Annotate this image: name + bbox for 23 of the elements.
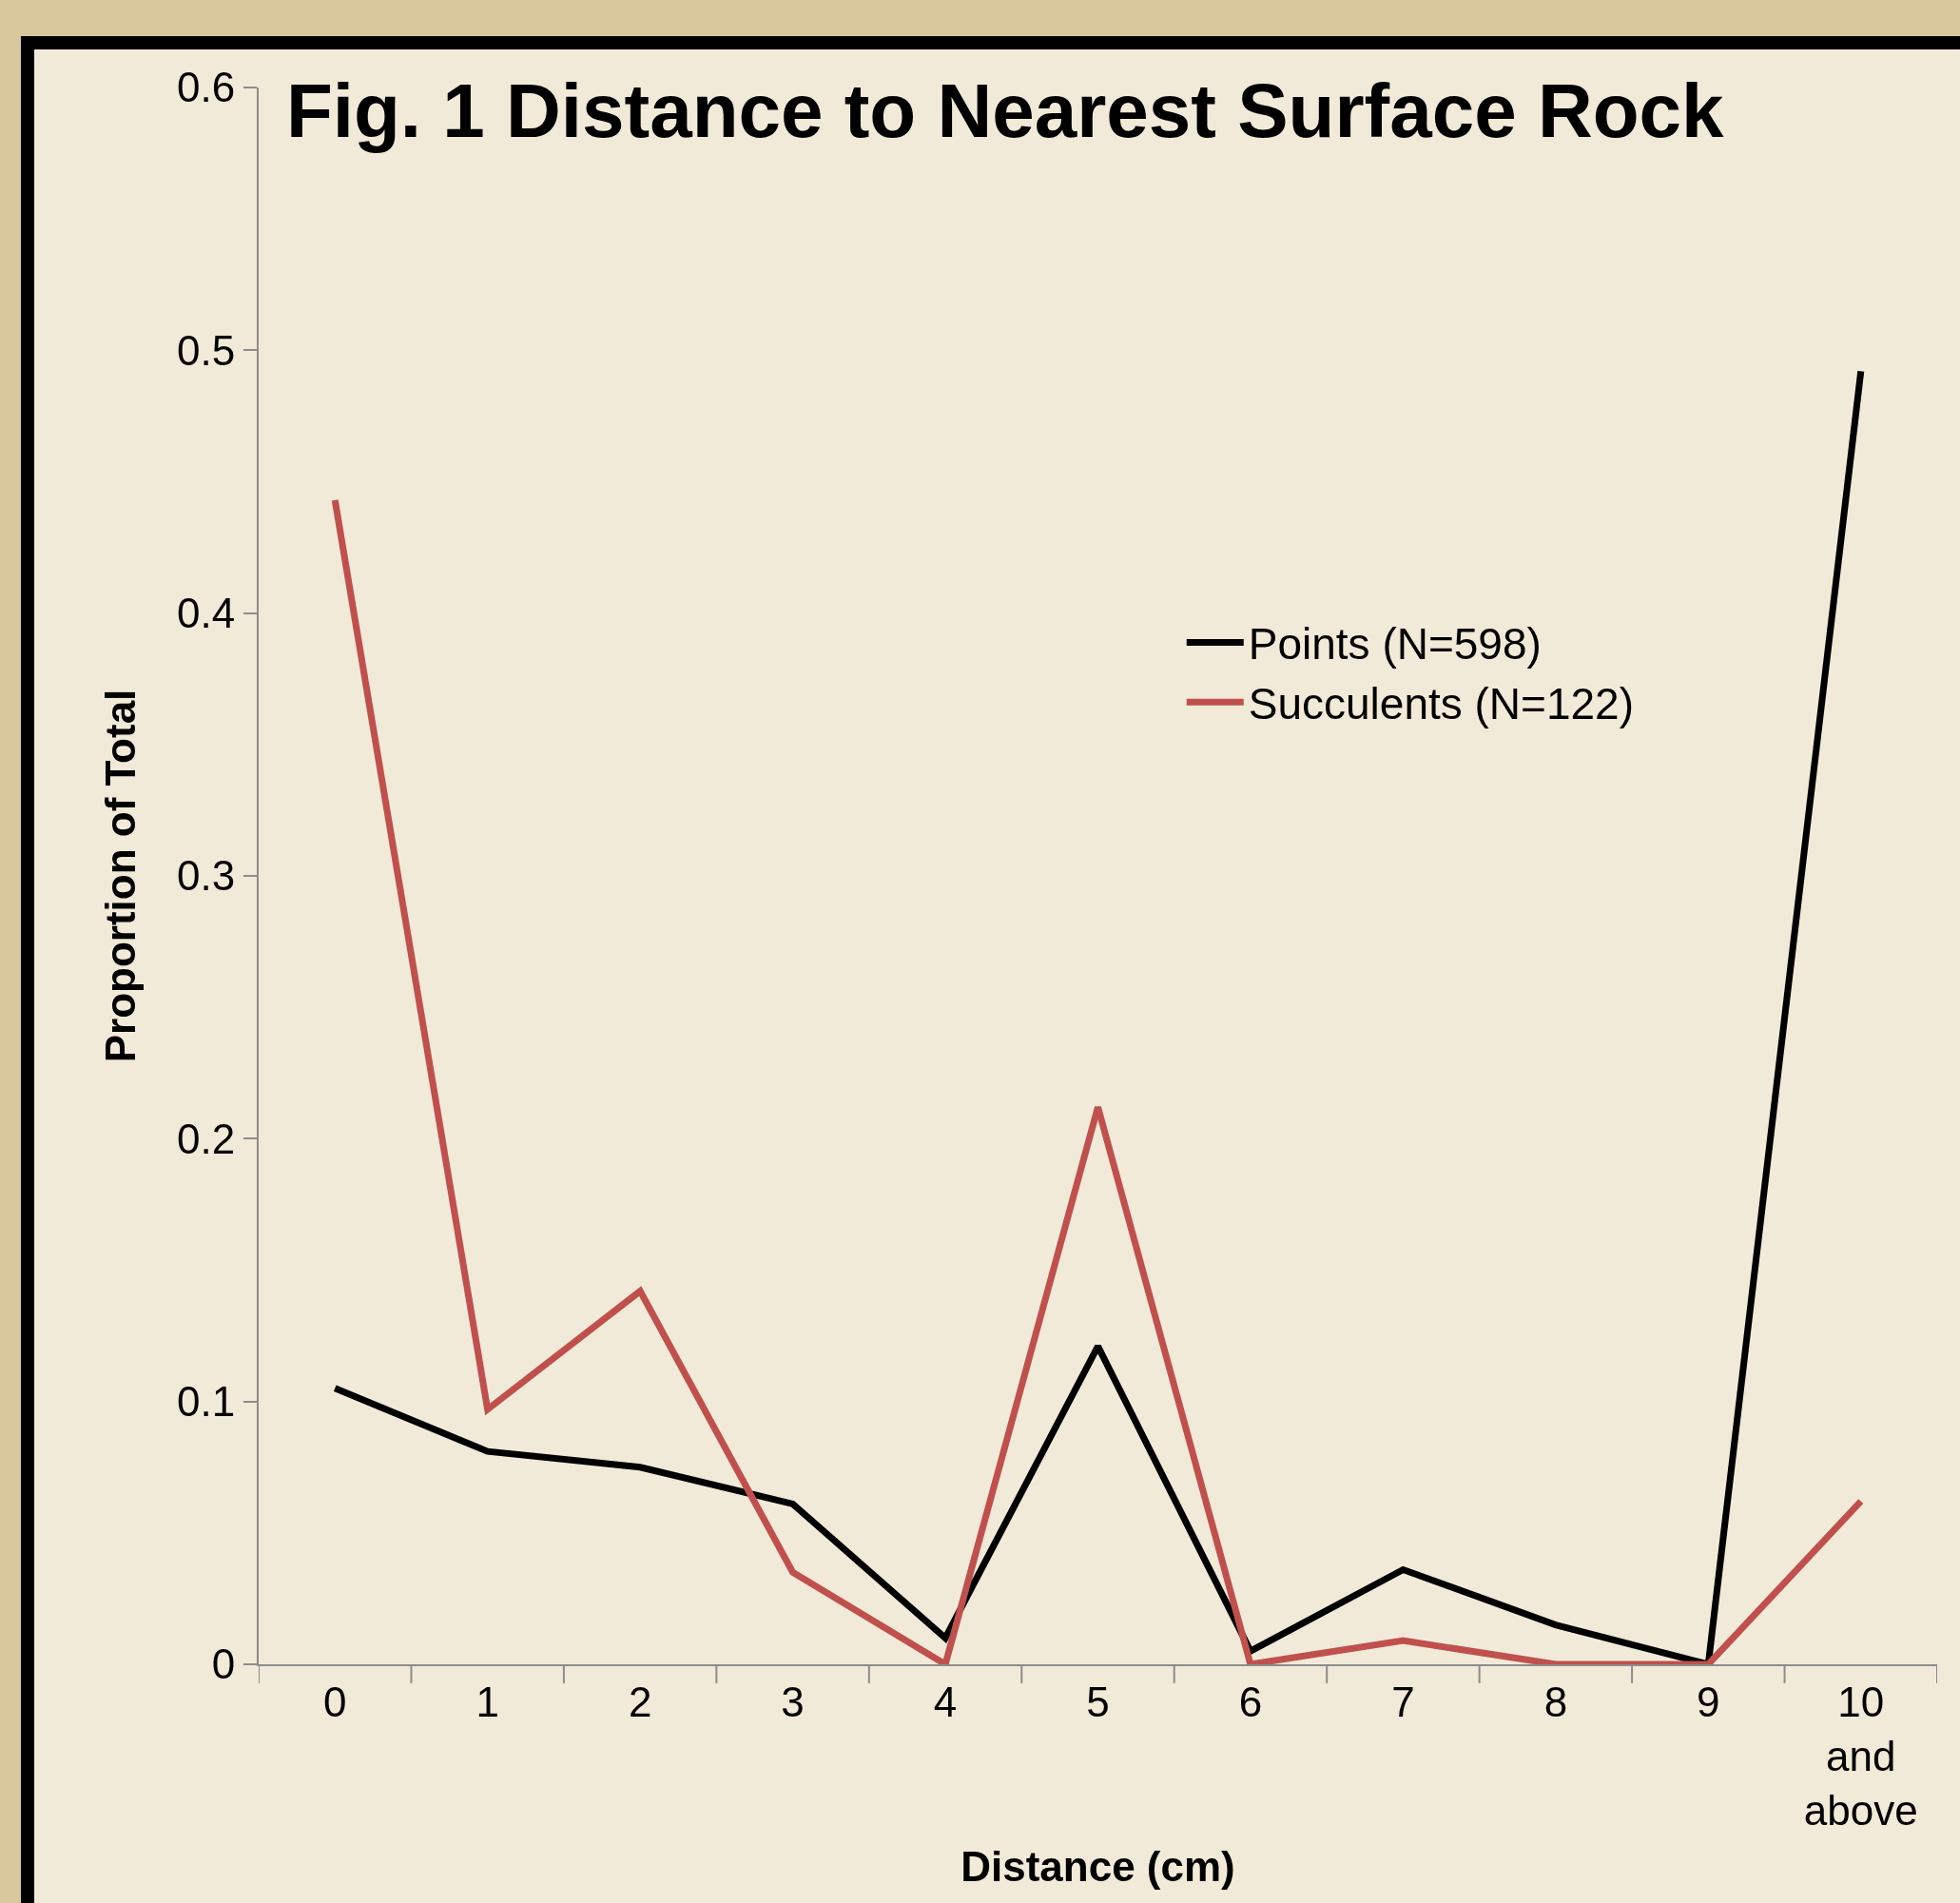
legend-label: Succulents (N=122) <box>1248 679 1635 729</box>
x-tick-label: 9 <box>1697 1678 1720 1725</box>
x-tick-label: 5 <box>1086 1678 1110 1725</box>
x-tick-label: 8 <box>1543 1678 1568 1725</box>
x-tick-label: 1 <box>475 1678 499 1725</box>
y-tick-label: 0.5 <box>177 326 236 374</box>
legend-label: Points (N=598) <box>1248 619 1542 670</box>
x-tick-label: 6 <box>1238 1678 1263 1725</box>
y-tick-label: 0.4 <box>177 590 236 637</box>
x-tick-label: 7 <box>1391 1678 1415 1725</box>
x-tick-label: 3 <box>781 1678 805 1725</box>
x-axis-title: Distance (cm) <box>961 1843 1235 1890</box>
x-tick-label: 0 <box>322 1678 347 1725</box>
chart-title: Fig. 1 Distance to Nearest Surface Rock <box>285 68 1725 154</box>
y-tick-label: 0.3 <box>177 852 236 900</box>
x-tick-label: 10 and above <box>1803 1678 1918 1835</box>
y-tick-label: 0.6 <box>177 64 236 111</box>
y-tick-label: 0 <box>211 1641 236 1688</box>
y-tick-label: 0.2 <box>177 1115 236 1162</box>
y-tick-label: 0.1 <box>177 1378 236 1426</box>
x-tick-label: 4 <box>933 1678 958 1725</box>
y-axis-title: Proportion of Total <box>96 689 144 1063</box>
x-tick-label: 2 <box>628 1678 652 1725</box>
